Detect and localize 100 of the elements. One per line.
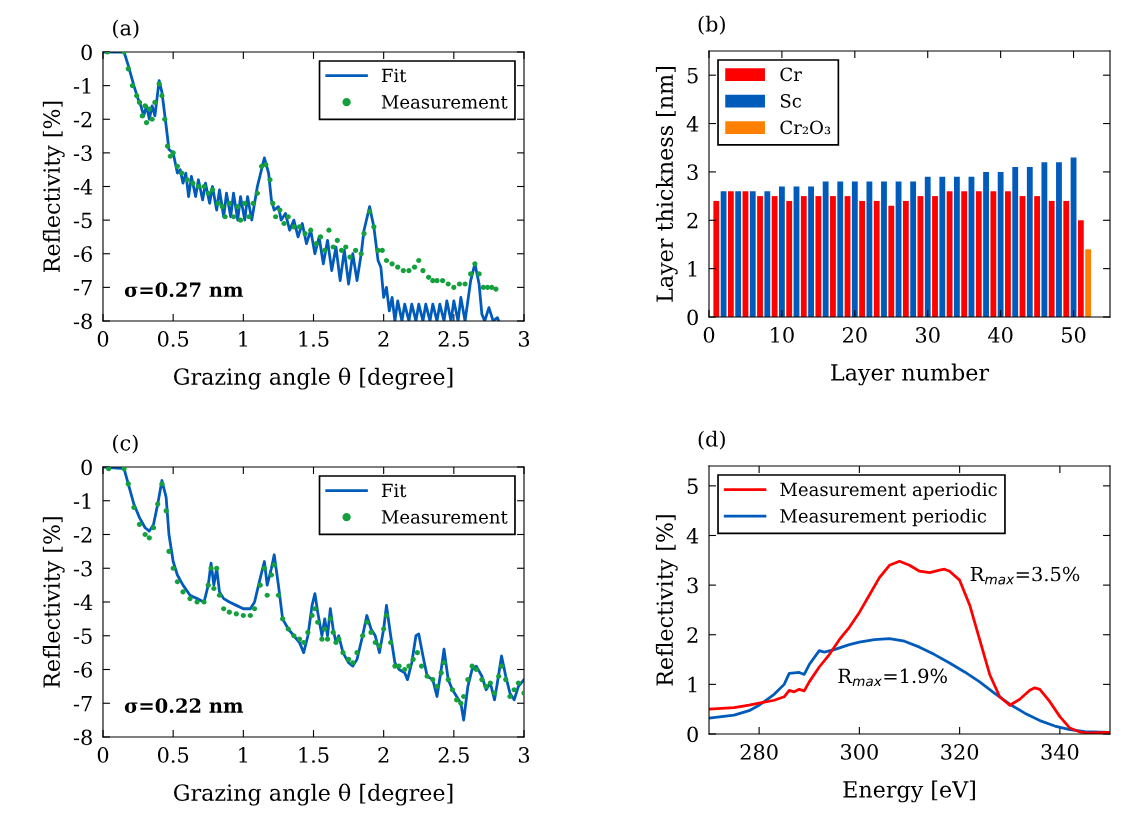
y-tick-label: 4 <box>686 116 699 132</box>
x-tick-label: 300 <box>841 744 878 760</box>
y-tick-label: -7 <box>73 280 92 296</box>
bar <box>851 181 858 317</box>
x-tick-label: 1.5 <box>299 331 329 347</box>
legend-label: Cr₂O₃ <box>780 120 831 135</box>
bar <box>975 191 982 317</box>
legend-label: Measurement <box>381 510 508 524</box>
x-tick-label: 0.5 <box>157 331 189 347</box>
x-tick-label: 280 <box>740 744 778 760</box>
y-tick-label: 3 <box>687 577 698 594</box>
x-tick-label: 0 <box>703 327 715 343</box>
bar <box>866 181 873 317</box>
bar <box>1041 162 1048 317</box>
x-tick-label: 0.5 <box>157 747 189 763</box>
x-tick-label: 0 <box>97 331 109 347</box>
y-tick-label: -5 <box>73 628 92 644</box>
bar <box>727 191 734 317</box>
x-tick-label: 1 <box>239 331 247 347</box>
x-tick-label: 10 <box>771 327 794 343</box>
legend-label: Measurement <box>381 95 508 109</box>
bar <box>757 196 763 317</box>
y-tick-label: 3 <box>687 164 698 181</box>
y-tick-label: -5 <box>73 212 92 229</box>
y-tick-label: -2 <box>73 526 92 543</box>
y-tick-label: 1 <box>688 261 697 277</box>
y-tick-label: -3 <box>73 145 92 162</box>
annotation: σ=0.27 nm <box>124 282 244 298</box>
bar <box>764 191 771 317</box>
x-axis-title: Grazing angle θ [degree] <box>174 367 453 390</box>
bar <box>902 200 909 317</box>
legend-label: Cr <box>780 67 802 82</box>
bar <box>997 171 1004 317</box>
y-tick-label: -4 <box>73 178 93 195</box>
x-tick-label: 50 <box>1062 327 1086 343</box>
x-tick-label: 1.5 <box>299 747 329 763</box>
y-tick-label: 1 <box>688 676 697 693</box>
x-axis-title: Grazing angle θ [degree] <box>174 783 453 806</box>
x-tick-label: 2 <box>378 331 389 347</box>
y-tick-label: 5 <box>687 478 698 495</box>
annotation: R$_{max}$=3.5% <box>970 566 1080 585</box>
y-axis-title: Layer thickness [nm] <box>655 67 678 302</box>
y-tick-label: -1 <box>73 493 91 509</box>
x-tick-label: 20 <box>842 327 867 343</box>
x-tick-label: 2 <box>378 747 389 763</box>
x-tick-label: 3 <box>518 331 530 347</box>
y-tick-label: -6 <box>73 246 92 262</box>
chart-title: (d) <box>698 430 725 450</box>
legend-label: Sc <box>780 94 802 108</box>
bar <box>1063 200 1070 317</box>
bar <box>771 196 778 317</box>
legend-label: Measurement aperiodic <box>780 482 997 500</box>
bar <box>990 191 997 317</box>
y-tick-label: 5 <box>687 67 698 84</box>
y-axis-title: Reflectivity [%] <box>42 101 65 273</box>
bar <box>946 191 953 317</box>
legend-label: Fit <box>381 68 407 83</box>
annotation: R$_{max}$=1.9% <box>838 668 947 687</box>
y-tick-label: -8 <box>73 313 92 330</box>
bar <box>1077 220 1084 317</box>
annotation: σ=0.22 nm <box>124 698 244 713</box>
y-tick-label: 2 <box>687 212 698 229</box>
y-tick-label: -6 <box>73 661 92 678</box>
bar <box>983 171 989 317</box>
y-tick-label: -2 <box>73 111 92 128</box>
y-tick-label: -7 <box>73 695 92 712</box>
bar <box>808 186 814 317</box>
legend-label: Fit <box>381 483 407 498</box>
y-tick-label: 0 <box>687 309 698 326</box>
chart-title: (b) <box>698 15 725 35</box>
legend-label: Measurement periodic <box>780 508 987 527</box>
bar <box>830 196 836 317</box>
bar <box>837 181 844 317</box>
x-tick-label: 340 <box>1041 744 1079 760</box>
bar <box>859 200 866 317</box>
bar <box>735 191 742 317</box>
bar <box>932 196 938 317</box>
y-tick-label: 0 <box>81 459 92 476</box>
bar <box>749 191 756 317</box>
x-tick-label: 30 <box>916 327 940 343</box>
x-tick-label: 320 <box>941 744 979 760</box>
y-tick-label: 0 <box>687 726 698 743</box>
bar <box>1085 249 1092 317</box>
chart-title: (c) <box>113 434 138 454</box>
y-axis-title: Reflectivity [%] <box>42 517 65 688</box>
bar <box>1026 167 1033 317</box>
bar <box>1034 196 1041 317</box>
x-tick-label: 2.5 <box>438 747 469 763</box>
bar <box>822 181 829 317</box>
bar <box>939 176 946 317</box>
bar <box>1056 162 1062 317</box>
bar <box>873 200 880 317</box>
y-tick-label: 4 <box>686 527 699 544</box>
bar <box>961 191 968 317</box>
bar <box>1012 167 1019 317</box>
bar <box>800 196 807 317</box>
bar <box>881 181 887 317</box>
x-axis-title: Layer number <box>831 363 990 386</box>
bar <box>815 196 822 317</box>
x-tick-label: 1 <box>239 747 247 763</box>
